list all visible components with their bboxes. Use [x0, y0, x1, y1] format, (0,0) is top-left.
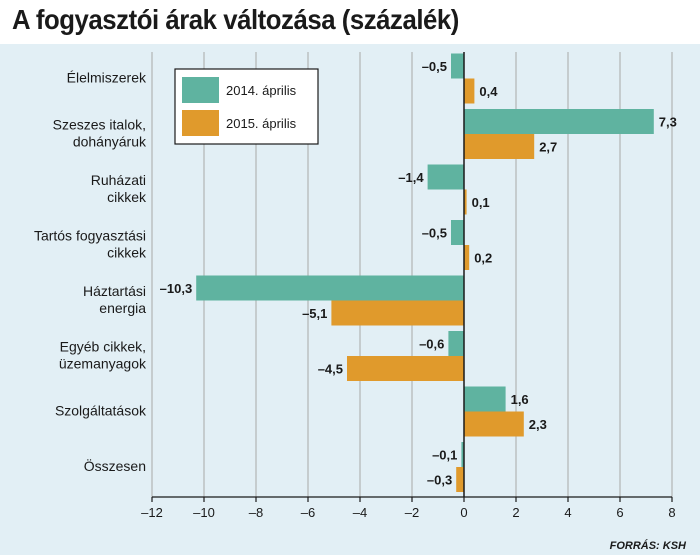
- data-label: 2,7: [539, 140, 557, 155]
- bar: [464, 78, 475, 104]
- category-label-line: cikkek: [107, 245, 147, 261]
- chart-area: –0,5 0,4 7,3 2,7 –1,4 0,1 –0,5 0,2 –10,3 –5,1 –0,6…: [0, 44, 700, 555]
- x-tick-label: 8: [668, 505, 675, 520]
- data-label: –0,5: [422, 59, 447, 74]
- bar: [196, 275, 464, 301]
- x-tick-label: –4: [353, 505, 367, 520]
- category-label-line: energia: [99, 300, 146, 316]
- bar: [464, 245, 470, 270]
- category-label: Ruházati cikkek: [91, 172, 147, 205]
- data-label: –10,3: [160, 281, 193, 296]
- bar: [451, 220, 464, 245]
- category-label-line: üzemanyagok: [59, 356, 147, 372]
- data-label: –0,5: [422, 226, 447, 241]
- x-tick-label: –6: [301, 505, 315, 520]
- data-label: 7,3: [659, 115, 677, 130]
- bar: [464, 134, 535, 159]
- chart-svg: –0,5 0,4 7,3 2,7 –1,4 0,1 –0,5 0,2 –10,3 –5,1 –0,6…: [34, 52, 677, 520]
- category-label: Egyéb cikkek, üzemanyagok: [59, 339, 147, 372]
- bar: [464, 411, 524, 437]
- category-label-line: Háztartási: [83, 283, 146, 299]
- category-label: Tartós fogyasztási cikkek: [34, 228, 147, 261]
- legend-swatch: [182, 77, 219, 103]
- bar: [331, 300, 464, 326]
- axis: –12 –10 –8 –6 –4 –2 0 2 4 6 8: [141, 52, 676, 520]
- category-label: Szeszes italok, dohányáruk: [53, 117, 147, 150]
- x-tick-label: –8: [249, 505, 263, 520]
- x-tick-label: 2: [512, 505, 519, 520]
- category-label-line: dohányáruk: [73, 134, 147, 150]
- category-label-line: Tartós fogyasztási: [34, 228, 146, 244]
- category-label-line: Szolgáltatások: [55, 403, 147, 419]
- x-tick-label: 4: [564, 505, 571, 520]
- category-label-line: Összesen: [84, 457, 146, 474]
- data-label: 1,6: [511, 392, 529, 407]
- chart-title: A fogyasztói árak változása (százalék): [12, 4, 459, 35]
- legend-label: 2015. április: [226, 116, 297, 131]
- bar: [464, 109, 654, 134]
- category-label-line: Szeszes italok,: [53, 117, 146, 133]
- bar: [461, 442, 464, 467]
- bar: [347, 356, 464, 381]
- category-label: Élelmiszerek: [67, 70, 147, 86]
- category-labels: Élelmiszerek Szeszes italok, dohányáruk Ruh…: [34, 70, 147, 475]
- category-label-line: Egyéb cikkek,: [60, 339, 146, 355]
- data-label: 0,1: [472, 195, 490, 210]
- category-label-line: Élelmiszerek: [67, 70, 147, 86]
- x-tick-label: 6: [616, 505, 623, 520]
- data-label: 0,4: [479, 84, 498, 99]
- data-label: –0,6: [419, 337, 444, 352]
- x-tick-label: –2: [405, 505, 419, 520]
- data-label: –1,4: [398, 170, 424, 185]
- category-label: Háztartási energia: [83, 283, 146, 316]
- legend-swatch: [182, 110, 219, 136]
- bar: [451, 53, 464, 79]
- data-label: 2,3: [529, 417, 547, 432]
- source-note: FORRÁS: KSH: [609, 540, 686, 552]
- category-label: Szolgáltatások: [55, 403, 147, 419]
- category-label-line: cikkek: [107, 189, 147, 205]
- x-tick-label: –10: [193, 505, 215, 520]
- bar: [427, 164, 464, 190]
- data-label: –0,1: [432, 448, 457, 463]
- data-label: –0,3: [427, 473, 452, 488]
- category-label: Összesen: [84, 457, 146, 474]
- bars: –0,5 0,4 7,3 2,7 –1,4 0,1 –0,5 0,2 –10,3 –5,1 –0,6…: [160, 53, 677, 492]
- legend-label: 2014. április: [226, 83, 297, 98]
- data-label: –4,5: [318, 362, 343, 377]
- bar: [464, 189, 467, 215]
- bar: [456, 467, 464, 492]
- x-tick-label: 0: [460, 505, 467, 520]
- bar: [448, 331, 464, 356]
- x-tick-label: –12: [141, 505, 163, 520]
- legend: 2014. április 2015. április: [174, 68, 319, 145]
- bar: [464, 386, 506, 412]
- data-label: –5,1: [302, 306, 327, 321]
- category-label-line: Ruházati: [91, 172, 146, 188]
- data-label: 0,2: [474, 251, 492, 266]
